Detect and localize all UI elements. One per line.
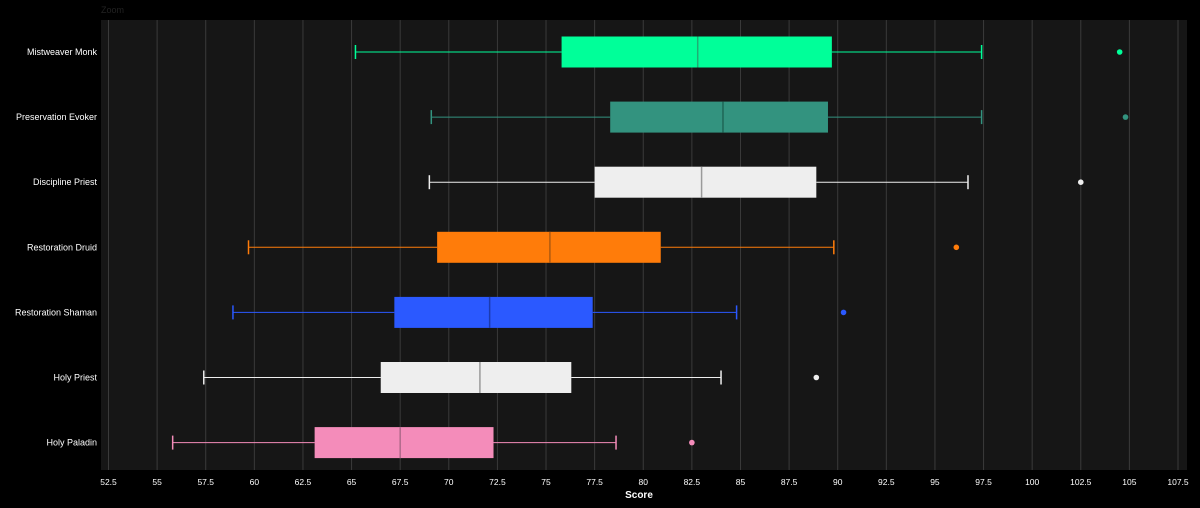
x-tick-label: 77.5 bbox=[586, 477, 603, 487]
outlier-point bbox=[1122, 114, 1129, 120]
outlier-point bbox=[689, 439, 695, 446]
zoom-label[interactable]: Zoom bbox=[101, 5, 124, 15]
box-group bbox=[247, 231, 960, 263]
box-group bbox=[354, 36, 1123, 68]
category-labels: Mistweaver Monk Preservation Evoker Discip… bbox=[15, 47, 98, 448]
category-label: Preservation Evoker bbox=[16, 112, 97, 122]
outlier-point bbox=[953, 244, 960, 251]
x-tick-label: 80 bbox=[639, 477, 649, 487]
iqr-box bbox=[394, 296, 593, 328]
x-tick-label: 67.5 bbox=[392, 477, 409, 487]
x-tick-label: 85 bbox=[736, 477, 746, 487]
box-group bbox=[171, 427, 695, 459]
x-tick-label: 57.5 bbox=[197, 477, 214, 487]
x-tick-labels: 52.5 55 57.5 60 62.5 65 67.5 70 72.5 75 77.5 80 82.5… bbox=[100, 477, 1189, 487]
category-label: Restoration Shaman bbox=[15, 307, 97, 317]
iqr-box bbox=[594, 166, 817, 198]
x-tick-label: 90 bbox=[833, 477, 843, 487]
x-tick-label: 75 bbox=[541, 477, 551, 487]
x-tick-label: 72.5 bbox=[489, 477, 506, 487]
iqr-box bbox=[314, 427, 494, 459]
x-tick-label: 55 bbox=[152, 477, 162, 487]
outlier-point bbox=[813, 374, 820, 381]
category-label: Holy Paladin bbox=[46, 438, 97, 448]
iqr-box bbox=[561, 36, 832, 68]
box-group bbox=[428, 166, 1084, 198]
category-label: Holy Priest bbox=[53, 373, 97, 383]
category-label: Mistweaver Monk bbox=[27, 47, 98, 57]
x-tick-label: 100 bbox=[1025, 477, 1039, 487]
iqr-box bbox=[380, 362, 572, 393]
outlier-point bbox=[1116, 49, 1123, 55]
x-tick-label: 60 bbox=[250, 477, 260, 487]
x-tick-label: 82.5 bbox=[684, 477, 701, 487]
box-group bbox=[203, 362, 820, 393]
box-group bbox=[232, 296, 847, 328]
x-tick-label: 87.5 bbox=[781, 477, 798, 487]
x-tick-label: 105 bbox=[1122, 477, 1136, 487]
x-tick-label: 65 bbox=[347, 477, 357, 487]
x-tick-label: 107.5 bbox=[1167, 477, 1189, 487]
category-label: Discipline Priest bbox=[33, 177, 98, 187]
outlier-point bbox=[840, 309, 847, 316]
x-tick-label: 95 bbox=[930, 477, 940, 487]
box-layer bbox=[171, 36, 1129, 459]
x-tick-label: 102.5 bbox=[1070, 477, 1092, 487]
x-tick-label: 97.5 bbox=[975, 477, 992, 487]
x-tick-label: 92.5 bbox=[878, 477, 895, 487]
iqr-box bbox=[437, 231, 661, 263]
x-tick-label: 70 bbox=[444, 477, 454, 487]
iqr-box bbox=[610, 101, 828, 133]
x-tick-label: 52.5 bbox=[100, 477, 117, 487]
box-group bbox=[430, 101, 1129, 133]
outlier-point bbox=[1077, 179, 1084, 185]
x-tick-label: 62.5 bbox=[295, 477, 312, 487]
category-label: Restoration Druid bbox=[27, 242, 97, 252]
x-axis-label: Score bbox=[625, 490, 653, 501]
